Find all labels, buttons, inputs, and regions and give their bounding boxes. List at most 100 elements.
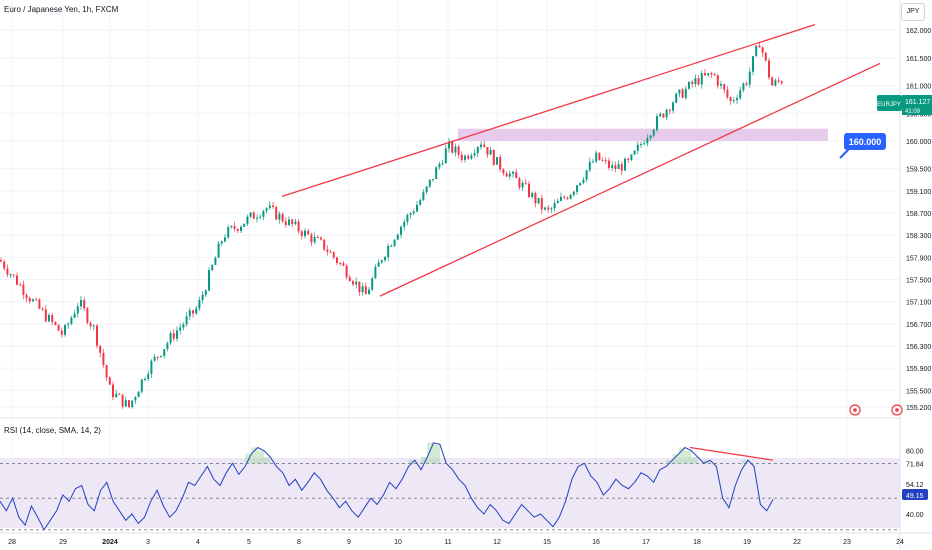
candle-body [441, 163, 444, 165]
candle-body [121, 394, 124, 407]
trendlines[interactable] [281, 24, 881, 297]
candle-body [316, 236, 319, 238]
candle-body [761, 47, 764, 53]
price-axis[interactable]: 162.000161.500161.000160.500160.000159.5… [906, 28, 931, 412]
candle-body [547, 207, 550, 210]
alert-markers[interactable] [849, 404, 903, 416]
price-badge-value-bg [902, 95, 932, 115]
candle-body [419, 200, 422, 205]
rsi-overbought-fill [408, 460, 415, 464]
candle-body [112, 384, 114, 398]
candle-body [201, 294, 204, 301]
candle-body [492, 149, 495, 165]
candle-body [403, 221, 406, 227]
candle-body [502, 169, 505, 174]
candle-body [304, 230, 306, 237]
candle-body [275, 206, 278, 220]
candle-body [707, 73, 710, 76]
candle-body [592, 161, 594, 163]
annotation-160[interactable]: 160.000 [839, 133, 886, 159]
candle-body [320, 237, 322, 240]
time-tick-label: 17 [642, 539, 650, 546]
candle-body [448, 141, 450, 149]
candle-body [540, 198, 543, 210]
price-tick-label: 156.300 [906, 344, 931, 351]
candle-body [716, 75, 719, 86]
time-tick-label: 3 [146, 539, 150, 546]
candle-body [608, 160, 610, 169]
rsi-axis[interactable]: 80.00 71.84 40.00 [906, 449, 924, 519]
candle-body [54, 321, 57, 325]
candle-body [3, 261, 6, 269]
price-tick-label: 158.300 [906, 233, 931, 240]
candle-body [569, 194, 572, 199]
candle-body [508, 173, 511, 177]
candle-body [329, 251, 332, 253]
candle-body [614, 165, 617, 170]
candle-body [553, 203, 556, 209]
candle-body [428, 179, 431, 187]
candle-body [390, 245, 393, 247]
rsi-overbought-fill [245, 453, 252, 464]
candle-body [19, 284, 22, 286]
candle-body [604, 160, 607, 162]
candle-body [342, 263, 345, 266]
rsi-overbought-fill [263, 457, 271, 464]
candle-body [387, 245, 390, 258]
symbol-title[interactable]: Euro / Japanese Yen, 1h, FXCM [4, 5, 119, 14]
candle-body [496, 157, 498, 165]
candle-body [480, 144, 482, 147]
candle-body [313, 236, 316, 243]
candle-body [224, 237, 226, 242]
candle-body [665, 109, 668, 118]
candle-body [688, 81, 690, 89]
candle-body [483, 144, 486, 148]
candle-body [300, 231, 303, 237]
candle-body [57, 324, 60, 331]
time-tick-label: 8 [297, 539, 301, 546]
candle-body [179, 327, 182, 331]
candle-body [284, 221, 287, 225]
candle-body [668, 109, 671, 111]
candle-body [345, 265, 348, 278]
candle-body [339, 262, 342, 264]
candle-body [137, 391, 140, 398]
time-axis[interactable]: 28 29 2024 3 4 5 8 9 10 11 12 15 16 17 18 19 22 23 24 [8, 539, 904, 546]
candle-body [92, 325, 95, 327]
candle-body [764, 52, 767, 61]
currency-button[interactable]: JPY [901, 3, 925, 21]
price-tick-label: 158.700 [906, 211, 931, 218]
candle-body [598, 152, 601, 161]
candle-body [752, 56, 754, 72]
candle-body [691, 81, 694, 85]
candle-body [412, 211, 415, 214]
rsi-overbought-fill [433, 444, 440, 464]
candle-body [278, 213, 281, 220]
time-tick-label: 4 [196, 539, 200, 546]
candle-body [556, 200, 559, 204]
candle-body [166, 343, 169, 349]
rsi-overbought-fill [741, 460, 748, 464]
time-tick-label: 28 [8, 539, 16, 546]
candle-body [771, 77, 774, 86]
candle-body [544, 207, 546, 210]
candle-body [566, 197, 569, 199]
price-tick-label: 159.100 [906, 189, 931, 196]
candle-body [188, 310, 191, 317]
candle-body [489, 149, 492, 155]
candle-body [99, 345, 102, 353]
candle-body [713, 74, 716, 76]
rsi-title[interactable]: RSI (14, close, SMA, 14, 2) [4, 426, 101, 435]
candle-body [208, 270, 210, 291]
candle-body [262, 210, 265, 217]
candle-body [537, 198, 540, 204]
candle-body [684, 88, 687, 98]
candle-body [35, 299, 38, 301]
candle-body [76, 306, 79, 314]
time-tick-label: 24 [896, 539, 904, 546]
candle-body [732, 100, 735, 102]
candle-body [697, 78, 700, 85]
candle-body [163, 348, 166, 356]
